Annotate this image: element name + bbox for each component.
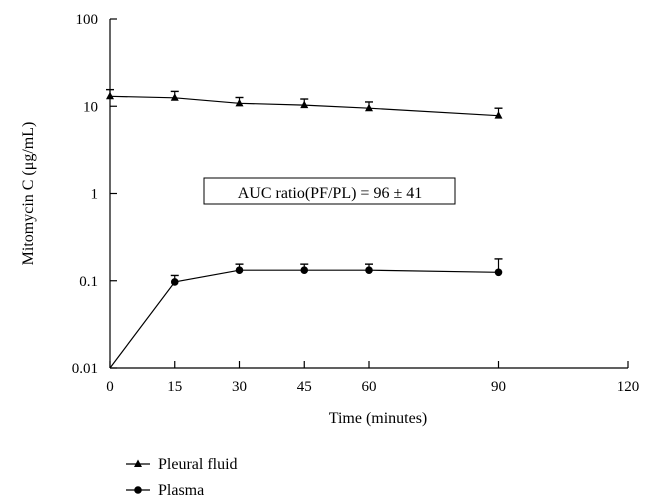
data-point-triangle [106,91,114,100]
y-ticks: 0.01 0.1 1 10 100 [72,12,117,377]
x-tick-label: 90 [491,379,506,395]
legend-label: Pleural fluid [158,456,238,473]
legend-label: Plasma [158,482,204,499]
data-point-circle [365,266,373,275]
y-tick-label: 0.01 [72,361,98,377]
data-point-circle [170,278,179,286]
series-line [109,95,499,117]
y-tick-label: 0.1 [79,274,98,290]
annotation-frame [203,177,456,205]
series-line [109,269,499,369]
data-point-circle [300,266,309,275]
annotation-text: AUC ratio(PF/PL) = 96 ± 41 [238,185,422,202]
x-tick-label: 45 [297,379,312,395]
legend: Pleural fluid Plasma [126,456,238,499]
annotation-box: AUC ratio(PF/PL) = 96 ± 41 [203,177,456,205]
data-point-triangle [365,103,373,112]
data-point-circle [494,268,503,277]
series-layer [106,88,503,369]
data-point-triangle [494,111,503,119]
series-pleural-fluid [106,88,503,119]
data-point-circle [235,266,244,275]
x-tick-label: 120 [617,379,640,395]
data-point-triangle [235,98,244,107]
x-tick-label: 30 [232,379,247,395]
legend-marker-circle [134,486,142,494]
y-tick-label: 100 [76,12,99,28]
y-tick-label: 10 [83,99,98,115]
x-ticks: 0 15 30 45 60 90 120 [106,361,639,395]
legend-marker-triangle [134,459,142,467]
y-axis-title: Mitomycin C (μg/mL) [20,122,37,266]
x-axis-title: Time (minutes) [329,410,428,427]
series-plasma [109,258,503,369]
data-point-triangle [170,93,179,101]
y-tick-label: 1 [91,187,99,203]
data-point-triangle [300,100,309,109]
legend-item: Pleural fluid [126,456,238,473]
x-tick-label: 15 [167,379,182,395]
x-tick-label: 0 [106,379,114,395]
legend-item: Plasma [126,482,204,499]
x-tick-label: 60 [362,379,377,395]
